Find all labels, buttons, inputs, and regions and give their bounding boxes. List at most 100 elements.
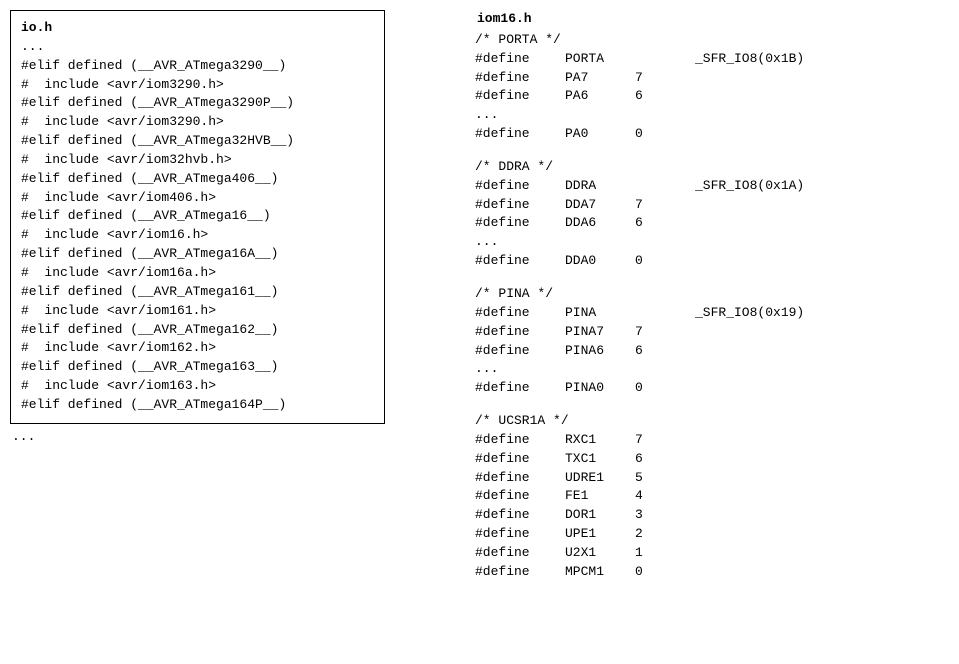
define-keyword: #define: [475, 525, 565, 544]
define-name: UPE1: [565, 525, 635, 544]
define-row: #define FE14: [475, 487, 643, 506]
section-comment: /* DDRA */: [475, 158, 905, 177]
code-line: #elif defined (__AVR_ATmega16__): [21, 207, 374, 226]
define-row: #define PA77: [475, 69, 643, 88]
define-value: 2: [635, 525, 643, 544]
code-line: #elif defined (__AVR_ATmega16A__): [21, 245, 374, 264]
left-dots-top: ...: [21, 38, 374, 57]
code-line: #elif defined (__AVR_ATmega406__): [21, 170, 374, 189]
code-line: # include <avr/iom3290.h>: [21, 76, 374, 95]
define-value: 7: [635, 196, 643, 215]
define-keyword: #define: [475, 177, 565, 196]
define-keyword: #define: [475, 196, 565, 215]
define-name: DDRA: [565, 177, 695, 196]
define-name: TXC1: [565, 450, 635, 469]
code-line: # include <avr/iom32hvb.h>: [21, 151, 374, 170]
define-value: _SFR_IO8(0x19): [695, 304, 804, 323]
define-keyword: #define: [475, 487, 565, 506]
define-name: [565, 233, 635, 252]
section-comment: /* UCSR1A */: [475, 412, 905, 431]
define-keyword: #define: [475, 379, 565, 398]
define-value: 0: [635, 379, 643, 398]
define-keyword: #define: [475, 342, 565, 361]
define-value: _SFR_IO8(0x1B): [695, 50, 804, 69]
define-name: U2X1: [565, 544, 635, 563]
define-value: 6: [635, 342, 643, 361]
define-keyword: #define: [475, 87, 565, 106]
define-row: #define U2X11: [475, 544, 643, 563]
define-keyword: #define: [475, 125, 565, 144]
define-row: #define PA66: [475, 87, 643, 106]
page-row: io.h ... #elif defined (__AVR_ATmega3290…: [10, 10, 949, 582]
section-comment: /* PORTA */: [475, 31, 905, 50]
code-line: #elif defined (__AVR_ATmega3290P__): [21, 94, 374, 113]
define-name: PINA6: [565, 342, 635, 361]
define-keyword: #define: [475, 431, 565, 450]
define-keyword: #define: [475, 563, 565, 582]
define-row: ...: [475, 233, 643, 252]
define-keyword: ...: [475, 106, 565, 125]
code-line: # include <avr/iom161.h>: [21, 302, 374, 321]
define-keyword: #define: [475, 544, 565, 563]
code-line: #elif defined (__AVR_ATmega162__): [21, 321, 374, 340]
code-line: # include <avr/iom406.h>: [21, 189, 374, 208]
define-name: MPCM1: [565, 563, 635, 582]
code-line: #elif defined (__AVR_ATmega32HVB__): [21, 132, 374, 151]
define-row: #define DDA77: [475, 196, 643, 215]
define-value: 4: [635, 487, 643, 506]
code-line: #elif defined (__AVR_ATmega163__): [21, 358, 374, 377]
right-column: iom16.h /* PORTA */#define PORTA_SFR_IO8…: [475, 10, 905, 582]
define-row: ...: [475, 106, 643, 125]
code-line: # include <avr/iom16a.h>: [21, 264, 374, 283]
define-table: #define DDA77#define DDA66...#define DDA…: [475, 196, 643, 271]
define-table: #define RXC17#define TXC16#define UDRE15…: [475, 431, 643, 582]
section-comment: /* PINA */: [475, 285, 905, 304]
left-column: io.h ... #elif defined (__AVR_ATmega3290…: [10, 10, 385, 447]
define-row: #define UPE12: [475, 525, 643, 544]
define-name: PA6: [565, 87, 635, 106]
define-name: PA0: [565, 125, 635, 144]
code-line: #elif defined (__AVR_ATmega164P__): [21, 396, 374, 415]
code-line: # include <avr/iom163.h>: [21, 377, 374, 396]
define-row: #define PINA66: [475, 342, 643, 361]
define-name: [565, 360, 635, 379]
define-row: #define DDA00: [475, 252, 643, 271]
code-line: #elif defined (__AVR_ATmega3290__): [21, 57, 374, 76]
left-box: io.h ... #elif defined (__AVR_ATmega3290…: [10, 10, 385, 424]
define-row: #define PINA77: [475, 323, 643, 342]
code-line: # include <avr/iom3290.h>: [21, 113, 374, 132]
define-table-wide: #define PORTA_SFR_IO8(0x1B): [475, 50, 804, 69]
define-table-wide: #define DDRA_SFR_IO8(0x1A): [475, 177, 804, 196]
define-name: PINA7: [565, 323, 635, 342]
define-value: 3: [635, 506, 643, 525]
define-row: #define DDRA_SFR_IO8(0x1A): [475, 177, 804, 196]
define-value: 0: [635, 563, 643, 582]
define-keyword: ...: [475, 360, 565, 379]
define-row: #define DDA66: [475, 214, 643, 233]
define-value: 7: [635, 323, 643, 342]
define-keyword: #define: [475, 506, 565, 525]
define-table: #define PINA77#define PINA66...#define P…: [475, 323, 643, 398]
define-table: #define PA77#define PA66...#define PA00: [475, 69, 643, 144]
define-value: 7: [635, 69, 643, 88]
code-line: # include <avr/iom16.h>: [21, 226, 374, 245]
define-name: UDRE1: [565, 469, 635, 488]
section-spacer: [475, 144, 905, 158]
define-keyword: ...: [475, 233, 565, 252]
define-keyword: #define: [475, 450, 565, 469]
define-row: #define UDRE15: [475, 469, 643, 488]
code-line: # include <avr/iom162.h>: [21, 339, 374, 358]
define-value: 6: [635, 87, 643, 106]
define-row: #define PINA_SFR_IO8(0x19): [475, 304, 804, 323]
define-name: PINA: [565, 304, 695, 323]
right-title: iom16.h: [477, 10, 905, 29]
define-keyword: #define: [475, 214, 565, 233]
code-line: #elif defined (__AVR_ATmega161__): [21, 283, 374, 302]
define-keyword: #define: [475, 469, 565, 488]
define-value: 5: [635, 469, 643, 488]
define-name: DDA6: [565, 214, 635, 233]
define-row: #define TXC16: [475, 450, 643, 469]
define-name: DDA0: [565, 252, 635, 271]
define-value: 0: [635, 125, 643, 144]
define-keyword: #define: [475, 323, 565, 342]
